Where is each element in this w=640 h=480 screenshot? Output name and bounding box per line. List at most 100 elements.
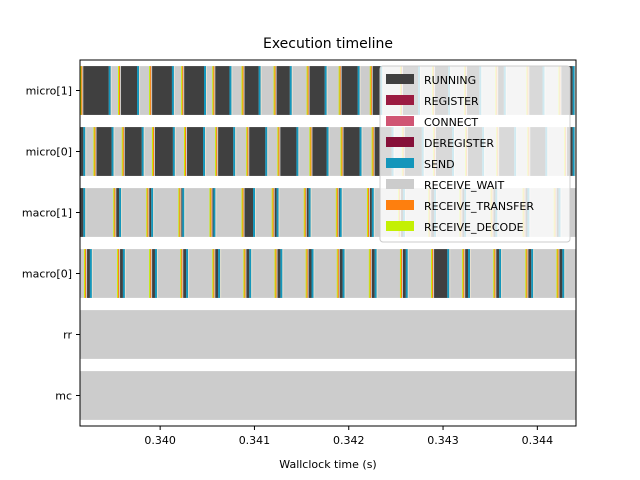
running-bar xyxy=(181,188,183,237)
send-bar xyxy=(172,127,175,176)
running-bar xyxy=(339,249,343,298)
receive-transfer-bar xyxy=(400,249,402,298)
send-bar xyxy=(108,66,111,115)
receive-transfer-bar xyxy=(216,127,218,176)
chart-title: Execution timeline xyxy=(263,36,393,52)
receive-transfer-bar xyxy=(336,188,338,237)
send-bar xyxy=(311,249,314,298)
running-bar xyxy=(80,127,84,176)
receive-decode-bar xyxy=(184,127,186,176)
receive-transfer-bar xyxy=(242,66,244,115)
send-bar xyxy=(276,188,279,237)
running-bar xyxy=(215,249,219,298)
x-axis: 0.340 0.341 0.342 0.343 0.344 xyxy=(144,426,553,447)
receive-transfer-bar xyxy=(463,249,465,298)
receive-decode-bar xyxy=(84,249,86,298)
receive-decode-bar xyxy=(274,249,276,298)
register-bar xyxy=(278,188,280,237)
x-axis-label: Wallclock time (s) xyxy=(279,458,376,471)
receive-transfer-bar xyxy=(119,66,121,115)
running-bar xyxy=(306,188,309,237)
receive-transfer-bar xyxy=(118,249,120,298)
receive-transfer-bar xyxy=(181,249,183,298)
running-bar xyxy=(312,127,327,176)
running-bar xyxy=(338,188,340,237)
row-macro[0] xyxy=(80,249,576,298)
send-bar xyxy=(249,249,252,298)
receive-transfer-bar xyxy=(213,249,215,298)
register-bar xyxy=(235,127,237,176)
receive-decode-bar xyxy=(305,249,307,298)
send-bar xyxy=(151,188,154,237)
register-bar xyxy=(110,66,112,115)
register-bar xyxy=(574,127,576,176)
receive-decode-bar xyxy=(241,66,243,115)
legend-label: CONNECT xyxy=(424,116,478,129)
send-bar xyxy=(289,66,292,115)
receive-decode-bar xyxy=(149,249,151,298)
receive-transfer-bar xyxy=(310,127,312,176)
receive-decode-bar xyxy=(303,188,305,237)
send-bar xyxy=(374,249,377,298)
register-bar xyxy=(359,66,361,115)
receive-transfer-bar xyxy=(210,188,212,237)
running-bar xyxy=(244,66,259,115)
register-bar xyxy=(298,127,300,176)
register-bar xyxy=(143,127,145,176)
send-bar xyxy=(468,249,471,298)
receive-transfer-bar xyxy=(247,127,249,176)
send-bar xyxy=(308,188,311,237)
running-bar xyxy=(96,127,112,176)
receive-wait-bar xyxy=(80,371,576,420)
x-tick-label: 0.341 xyxy=(239,434,271,447)
send-bar xyxy=(258,66,261,115)
register-bar xyxy=(91,249,93,298)
running-bar xyxy=(369,188,372,237)
receive-decode-bar xyxy=(209,188,211,237)
running-bar xyxy=(116,188,120,237)
send-bar xyxy=(371,188,374,237)
register-bar xyxy=(206,66,207,115)
receive-decode-bar xyxy=(121,127,123,176)
receive-decode-bar xyxy=(241,188,243,237)
send-bar xyxy=(204,66,206,115)
receive-decode-bar xyxy=(212,66,214,115)
x-tick-label: 0.340 xyxy=(144,434,176,447)
register-bar xyxy=(564,249,566,298)
receive-transfer-bar xyxy=(272,188,274,237)
receive-transfer-bar xyxy=(341,127,343,176)
register-bar xyxy=(361,127,363,176)
receive-decode-bar xyxy=(431,249,433,298)
legend-swatch xyxy=(386,95,414,105)
receive-decode-bar xyxy=(340,127,342,176)
receive-decode-bar xyxy=(215,127,217,176)
send-bar xyxy=(326,127,329,176)
receive-decode-bar xyxy=(306,66,308,115)
running-bar xyxy=(121,66,138,115)
running-bar xyxy=(212,188,214,237)
register-bar xyxy=(470,249,472,298)
receive-transfer-bar xyxy=(185,127,187,176)
send-bar xyxy=(89,249,92,298)
receive-transfer-bar xyxy=(494,249,496,298)
y-axis: micro[1] micro[0] macro[1] macro[0] rr mc xyxy=(22,85,80,403)
legend-swatch xyxy=(386,158,414,168)
x-tick-label: 0.344 xyxy=(522,434,554,447)
receive-decode-bar xyxy=(151,127,153,176)
receive-transfer-bar xyxy=(432,249,434,298)
running-bar xyxy=(277,249,281,298)
running-bar xyxy=(496,249,500,298)
send-bar xyxy=(447,249,450,298)
running-bar xyxy=(120,249,123,298)
running-bar xyxy=(152,249,155,298)
running-bar xyxy=(183,249,187,298)
receive-transfer-bar xyxy=(150,249,152,298)
receive-decode-bar xyxy=(366,188,368,237)
send-bar xyxy=(572,127,575,176)
running-bar xyxy=(559,249,563,298)
receive-decode-bar xyxy=(368,249,370,298)
running-bar xyxy=(434,249,448,298)
receive-decode-bar xyxy=(118,66,120,115)
send-bar xyxy=(342,249,345,298)
running-bar xyxy=(184,66,204,115)
